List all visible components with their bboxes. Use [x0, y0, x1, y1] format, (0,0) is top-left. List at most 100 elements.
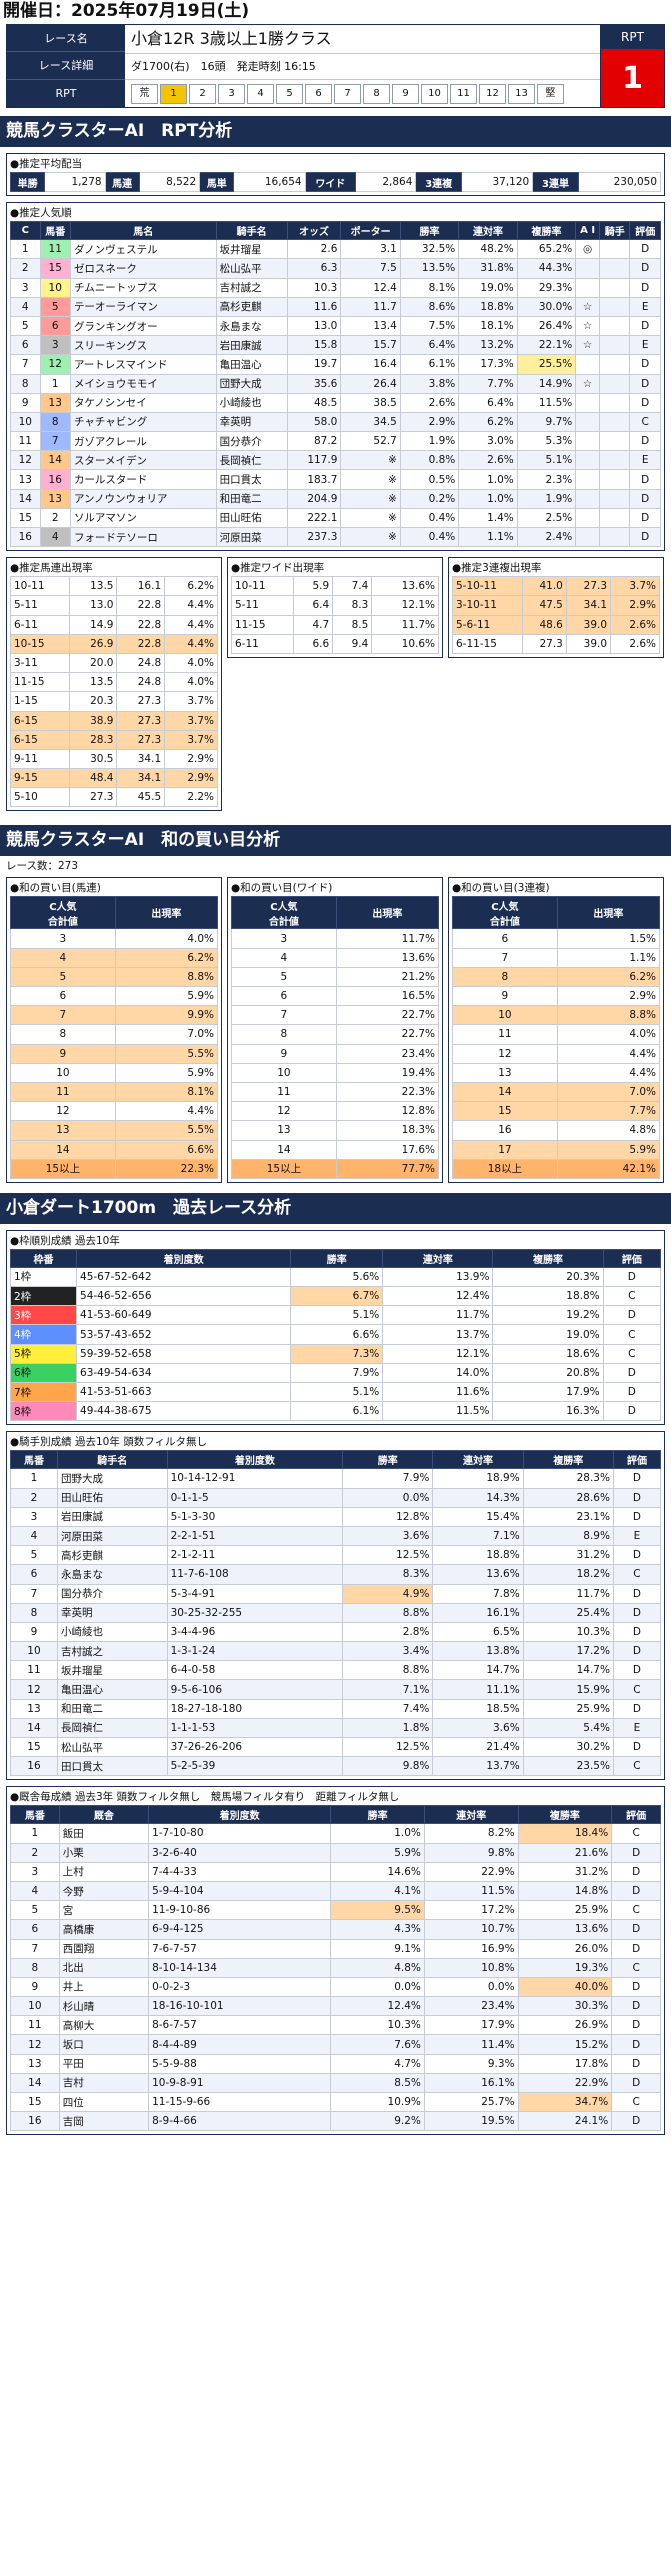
table-cell: 4.8% — [556, 1120, 661, 1141]
table-row: 9 13 タケノシンセイ 小崎綾也 48.5 38.5 2.6% 6.4% 11.5% D — [10, 392, 661, 413]
table-cell: 10-11 — [231, 576, 294, 597]
table-cell: 7.6% — [330, 2034, 425, 2055]
table-cell: 9-11 — [10, 748, 70, 770]
table-cell: 20.0 — [68, 652, 118, 674]
table-cell: 22.8 — [116, 614, 166, 635]
table-cell: C — [629, 411, 661, 433]
column-header: 連対率 — [432, 1450, 524, 1470]
table-cell: 40.0% — [517, 1976, 613, 1998]
table-cell: 10-14-12-91 — [166, 1468, 344, 1489]
table-row: 17 5.9% — [452, 1139, 661, 1160]
table-row: 3 10 チムニートップス 吉村誠之 10.3 12.4 8.1% 19.0% 29.3% D — [10, 277, 661, 298]
wide-table: 10-11 5.9 7.4 13.6% 5-11 6.4 8.3 12.1% 11-15 4.7 8… — [231, 576, 439, 654]
header-row: C人気 合計値 出現率 — [452, 896, 661, 930]
table-cell: 7.7% — [556, 1101, 661, 1122]
table-cell: 8.2% — [423, 1823, 519, 1844]
table-row: 7 1.1% — [452, 947, 661, 968]
table-cell: 15.8 — [286, 335, 342, 356]
stable-title: ●厩舎毎成績 過去3年 頭数フィルタ無し 競馬場フィルタ有り 距離フィルタ無し — [10, 1791, 400, 1804]
table-cell: 7 — [231, 1005, 337, 1026]
table-cell: 10-11 — [10, 576, 70, 597]
table-cell: 平田 — [58, 2053, 150, 2074]
table-cell: 28.6% — [522, 1487, 614, 1508]
table-cell: 6枠 — [9, 1362, 78, 1384]
horse-number: 8 — [39, 411, 71, 433]
table-cell: 6-11 — [231, 633, 294, 654]
table-cell: 11.5% — [382, 1401, 494, 1422]
table-cell: 5.5% — [114, 1120, 219, 1141]
table-row: 9 23.4% — [231, 1043, 440, 1064]
table-cell: 8.8% — [342, 1660, 434, 1681]
table-cell: 14.0% — [382, 1362, 494, 1384]
table-cell: 10-9-8-91 — [148, 2072, 332, 2094]
table-cell: 12.5% — [342, 1736, 434, 1758]
table-cell: D — [629, 277, 661, 298]
table-cell: 12 — [10, 2034, 60, 2055]
column-header: 出現率 — [335, 896, 440, 930]
payout-value: 1,278 — [44, 171, 106, 193]
table-cell: 2.6% — [458, 450, 518, 471]
table-cell: 1.8% — [342, 1717, 434, 1739]
table-cell: 8.3% — [342, 1564, 434, 1585]
table-cell: D — [629, 258, 661, 279]
table-cell: 飯田 — [58, 1823, 150, 1844]
table-row: 1-15 20.3 27.3 3.7% — [10, 691, 218, 712]
table-cell: 8-4-4-89 — [148, 2034, 332, 2055]
table-cell: 2.9% — [164, 748, 218, 770]
table-cell: 8.9% — [522, 1525, 614, 1547]
table-cell: 吉村誠之 — [56, 1641, 168, 1662]
table-cell: 西園翔 — [58, 1938, 150, 1959]
table-row: 15以上 77.7% — [231, 1158, 440, 1179]
table-cell: 6.2% — [164, 576, 218, 597]
table-cell: 23.4% — [335, 1043, 440, 1064]
table-cell: 13 — [10, 2053, 60, 2074]
table-cell: 15.9% — [522, 1679, 614, 1700]
table-cell: 48.6 — [521, 614, 567, 635]
rpt-cell: 4 — [247, 83, 274, 104]
table-cell: 31.2% — [517, 1861, 613, 1882]
column-header: 勝率 — [399, 221, 460, 241]
table-row: 10-11 13.5 16.1 6.2% — [10, 576, 218, 597]
table-cell: 7 — [452, 947, 558, 968]
table-cell: 3.1 — [340, 239, 401, 260]
table-cell: 2.4% — [516, 526, 577, 548]
table-cell: 11.1% — [432, 1679, 524, 1700]
table-cell: 16.9% — [423, 1938, 519, 1959]
table-cell: 坂井瑠星 — [215, 239, 288, 260]
table-cell: 3.8% — [399, 373, 460, 394]
table-cell: 9.7% — [516, 411, 577, 433]
table-cell: 8 — [10, 1024, 116, 1045]
table-cell: 3.7% — [164, 710, 218, 731]
table-cell: 田口貫太 — [215, 469, 288, 490]
table-cell — [575, 526, 601, 548]
table-cell: 27.3 — [565, 576, 612, 597]
table-cell: 2-2-1-51 — [166, 1525, 344, 1547]
table-cell: 岩田康誠 — [215, 335, 288, 356]
table-cell: 30.3% — [517, 1996, 613, 2017]
table-row: 8 1 メイショウモモイ 団野大成 35.6 26.4 3.8% 7.7% 14.9% ☆ D — [10, 373, 661, 394]
payout-type: 馬単 — [199, 171, 235, 193]
table-cell: 27.3 — [116, 710, 166, 731]
table-row: 11 8.1% — [10, 1081, 219, 1103]
table-cell: 5.9% — [114, 1062, 219, 1083]
table-cell: C — [611, 1957, 661, 1978]
table-row: 2 田山旺佑 0-1-1-5 0.0% 14.3% 28.6% D — [10, 1487, 662, 1508]
table-cell: 幸英明 — [215, 411, 288, 433]
table-cell: ◎ — [575, 239, 601, 260]
table-cell: 団野大成 — [215, 373, 288, 394]
table-cell: E — [612, 1525, 662, 1547]
table-cell: 183.7 — [286, 469, 342, 490]
table-cell: 高杉吏麒 — [56, 1545, 168, 1566]
table-cell: 8-9-4-66 — [148, 2111, 332, 2132]
table-cell: 29.3% — [516, 277, 577, 298]
table-cell: 34.1 — [116, 768, 166, 789]
table-cell: 24.8 — [116, 672, 166, 693]
table-cell: 吉村誠之 — [215, 277, 288, 298]
table-cell: 117.9 — [286, 450, 342, 471]
table-cell: 北出 — [58, 1957, 150, 1978]
table-cell: 222.1 — [286, 507, 342, 529]
table-cell: 14 — [10, 2072, 60, 2094]
table-cell: 7.4 — [332, 576, 373, 597]
table-cell: 26.4 — [340, 373, 401, 394]
table-cell: 0.4% — [399, 507, 460, 529]
